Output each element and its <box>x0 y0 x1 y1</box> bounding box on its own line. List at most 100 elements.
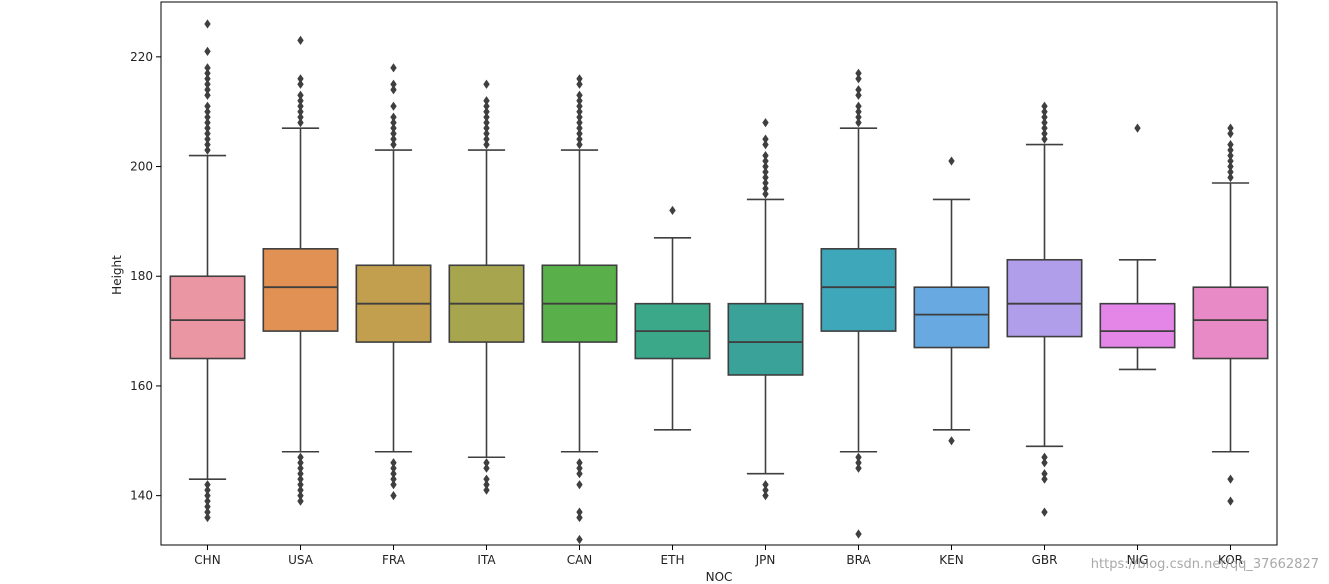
outlier-point <box>762 183 769 194</box>
outlier-point <box>297 452 304 462</box>
outlier-point <box>1227 156 1234 166</box>
outlier-point <box>297 480 304 490</box>
outlier-point <box>855 463 862 473</box>
box-group-jpn <box>727 118 804 501</box>
x-axis: CHN USA FRA ITA CAN ETH JPN BRA KEN GBR NIG KOR <box>194 545 1243 567</box>
outlier-point <box>297 491 304 501</box>
outlier-point <box>1041 118 1048 128</box>
box-group-chn <box>169 19 246 523</box>
outlier-point <box>297 101 304 111</box>
outlier-point <box>855 85 862 95</box>
y-tick-label: 200 <box>130 160 153 174</box>
box-group-ken <box>913 156 990 446</box>
outlier-point <box>576 129 583 139</box>
outlier-point <box>576 480 583 490</box>
outlier-point <box>204 145 211 155</box>
box-group-can <box>541 74 618 545</box>
outlier-point <box>855 452 862 462</box>
outlier-point <box>576 469 583 479</box>
box-group-nig <box>1099 123 1176 371</box>
outlier-point <box>576 507 583 517</box>
watermark: https://blog.csdn.net/qq_37662827 <box>1090 557 1319 572</box>
box-group-eth <box>634 205 711 431</box>
outlier-point <box>483 79 490 89</box>
outlier-point <box>390 112 397 122</box>
x-tick-label-gbr: GBR <box>1032 553 1058 567</box>
outlier-point <box>297 463 304 473</box>
outlier-point <box>576 118 583 128</box>
outlier-point <box>297 107 304 117</box>
box-group-kor <box>1192 123 1269 506</box>
box-group-gbr <box>1006 101 1083 517</box>
outlier-point <box>390 474 397 484</box>
outlier-point <box>1227 150 1234 161</box>
outlier-point <box>483 480 490 490</box>
y-tick-label: 220 <box>130 50 153 64</box>
outlier-point <box>762 134 769 144</box>
outlier-point <box>576 458 583 468</box>
outlier-point <box>483 101 490 111</box>
outlier-point <box>1041 107 1048 117</box>
outlier-point <box>204 19 211 29</box>
box-gbr <box>1006 258 1083 338</box>
outlier-point <box>390 123 397 133</box>
outlier-point <box>390 140 397 150</box>
outlier-point <box>1227 496 1234 506</box>
box-chn <box>169 275 246 360</box>
x-tick-label-ita: ITA <box>477 553 496 567</box>
outlier-point <box>483 485 490 495</box>
outlier-point <box>762 150 769 161</box>
outlier-point <box>762 161 769 172</box>
outlier-point <box>1041 134 1048 144</box>
outlier-point <box>855 101 862 111</box>
outlier-point <box>390 463 397 473</box>
box-usa <box>262 248 339 332</box>
outlier-point <box>576 534 583 545</box>
outlier-point <box>669 205 676 216</box>
outlier-point <box>762 167 769 177</box>
x-tick-label-eth: ETH <box>661 553 685 567</box>
outlier-point <box>1041 469 1048 479</box>
x-tick-label-bra: BRA <box>846 553 871 567</box>
outlier-point <box>390 129 397 139</box>
outlier-point <box>390 85 397 95</box>
outlier-point <box>204 129 211 139</box>
outlier-point <box>1227 140 1234 150</box>
outlier-point <box>855 90 862 100</box>
box-group-fra <box>355 63 432 501</box>
outlier-point <box>1041 129 1048 139</box>
outlier-point <box>576 123 583 133</box>
outlier-point <box>762 491 769 501</box>
y-axis-label: Height <box>110 255 124 295</box>
outlier-point <box>297 79 304 89</box>
outlier-point <box>855 112 862 122</box>
outlier-point <box>204 480 211 490</box>
outlier-point <box>204 496 211 506</box>
box-group-bra <box>820 68 897 539</box>
outlier-point <box>204 101 211 111</box>
outlier-point <box>576 96 583 106</box>
outlier-point <box>1041 507 1048 517</box>
outlier-point <box>297 458 304 468</box>
outlier-point <box>855 68 862 78</box>
outlier-point <box>390 101 397 111</box>
outlier-point <box>1041 452 1048 462</box>
outlier-point <box>1227 129 1234 139</box>
outlier-point <box>204 46 211 56</box>
outlier-point <box>204 485 211 495</box>
outlier-point <box>855 529 862 539</box>
outlier-point <box>390 491 397 501</box>
outlier-point <box>576 463 583 473</box>
outlier-point <box>855 118 862 128</box>
outlier-point <box>204 491 211 501</box>
outlier-point <box>204 107 211 117</box>
outlier-point <box>483 123 490 133</box>
y-tick-label: 140 <box>130 489 153 503</box>
outlier-point <box>204 85 211 95</box>
box-kor <box>1192 286 1269 360</box>
outlier-point <box>1041 458 1048 468</box>
outlier-point <box>576 107 583 117</box>
y-tick-label: 160 <box>130 379 153 393</box>
outlier-point <box>204 118 211 128</box>
